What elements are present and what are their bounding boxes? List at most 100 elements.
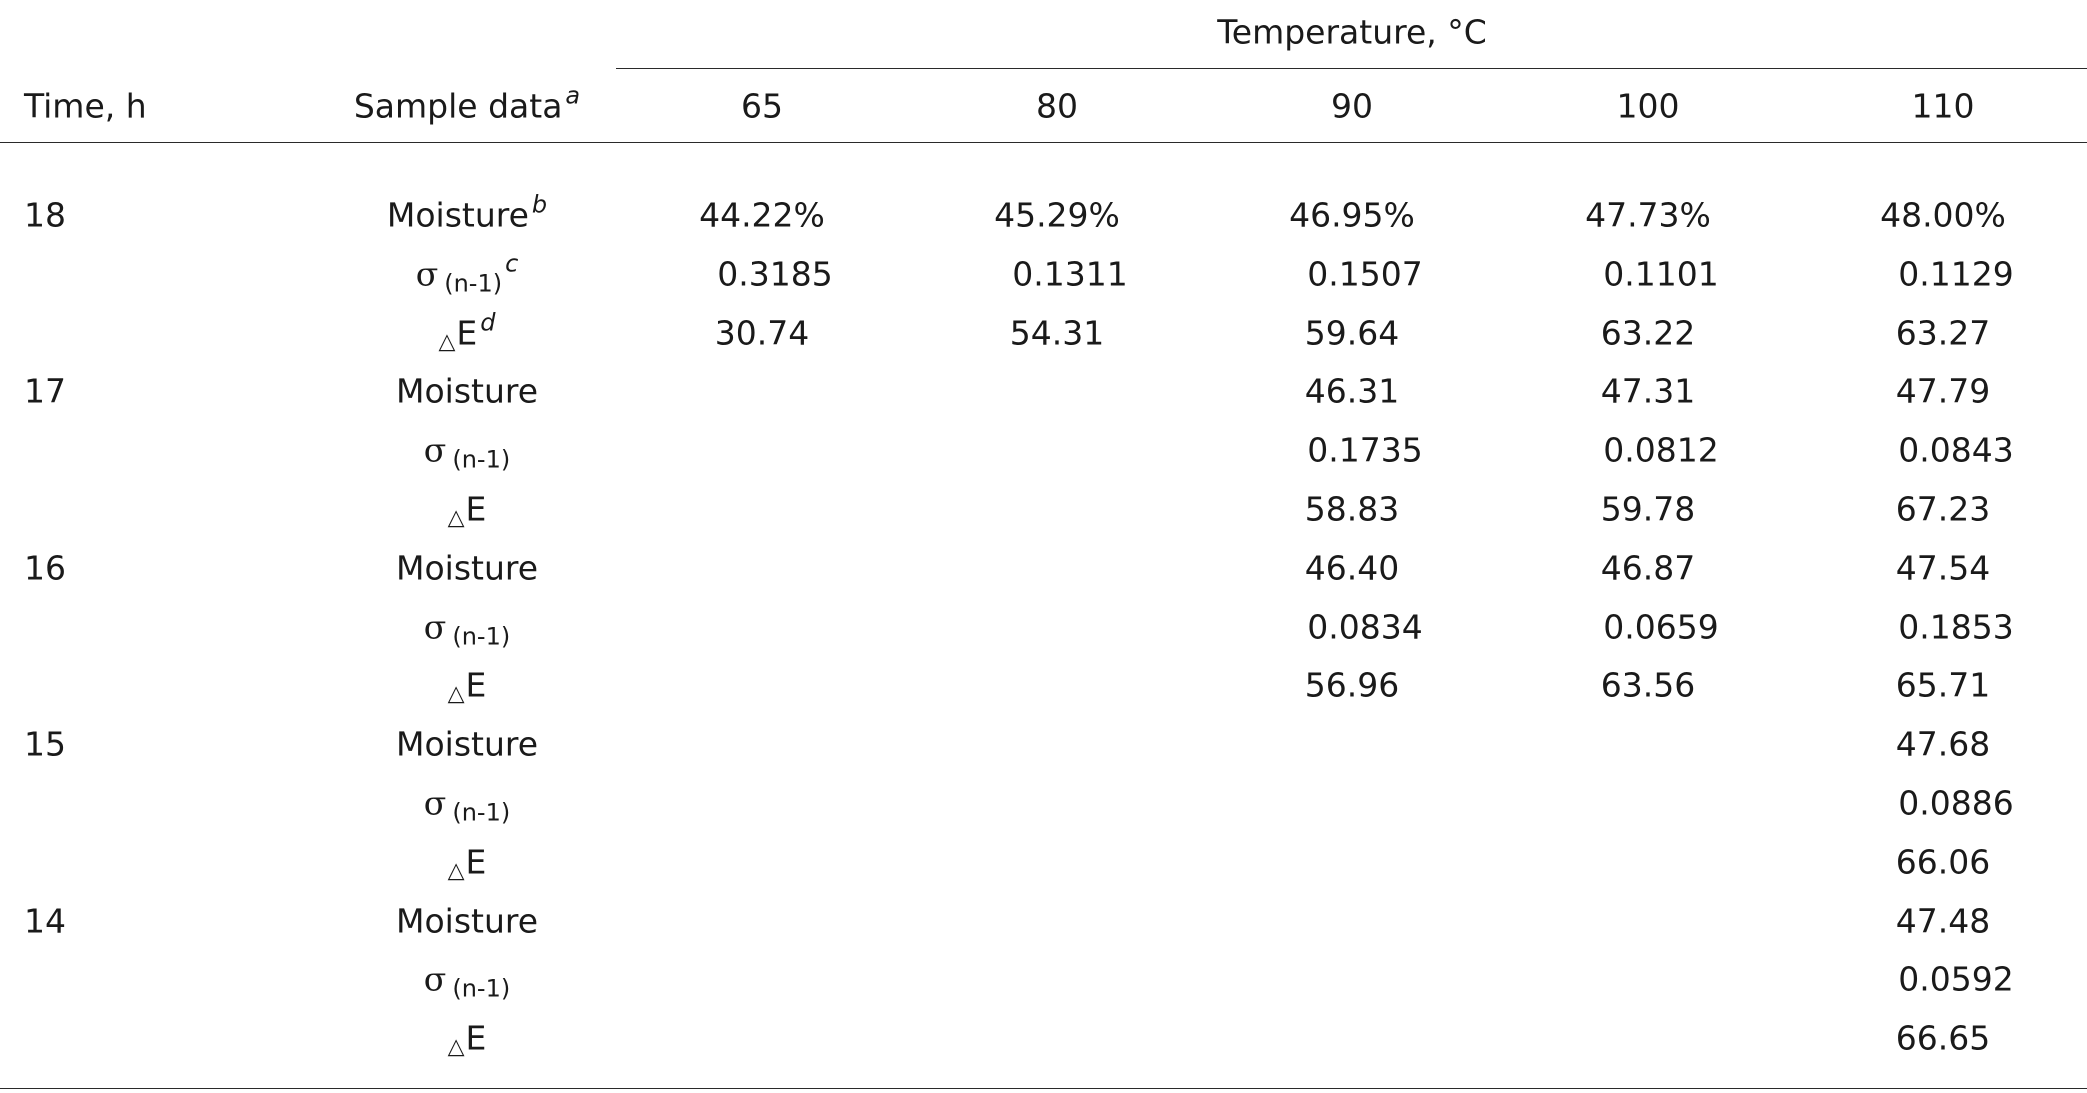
value-cell: 0.1507 [1307,254,1423,294]
bottom-rule [0,1088,2087,1089]
value-cell: 66.65 [1895,1018,1991,1058]
value-cell: 46.31 [1304,371,1400,411]
temperature-header-80: 80 [1036,86,1078,126]
temperature-header-90: 90 [1331,86,1373,126]
value-cell: 46.87 [1600,548,1696,588]
temperature-group-label: Temperature, °C [1217,12,1487,52]
value-cell: 0.1853 [1898,607,2014,647]
value-cell: 47.31 [1600,371,1696,411]
time-cell: 14 [24,901,66,941]
value-cell: 63.27 [1895,313,1991,353]
moisture-label: Moisture [386,195,529,235]
value-cell: 0.0886 [1898,783,2014,823]
value-cell: 46.95% [1289,195,1415,235]
value-cell: 0.1311 [1012,254,1128,294]
e-symbol: E [465,842,487,882]
moisture-label: Moisture [395,371,539,411]
footnote-mark-b: b [531,190,548,219]
time-cell: 17 [24,371,66,411]
delta-symbol: △ [447,1034,465,1060]
sample-label-delta-e: △E [448,842,487,882]
value-cell: 63.22 [1600,313,1696,353]
e-symbol: E [465,665,487,705]
sigma-subscript: (n-1) [452,974,511,1003]
sample-label-sigma: σ (n-1)c [415,251,519,295]
value-cell: 0.0843 [1898,430,2014,470]
value-cell: 47.54 [1895,548,1991,588]
moisture-label: Moisture [395,548,539,588]
sample-label-delta-e: △E d [438,310,495,353]
sample-label-delta-e: △E [448,1018,487,1059]
footnote-mark-d: d [480,308,496,337]
sample-label-sigma: σ (n-1) [423,607,510,648]
sigma-subscript: (n-1) [444,269,503,298]
sample-label-moisture: Moisture b [386,193,547,235]
sample-label-sigma: σ (n-1) [423,430,510,472]
value-cell: 47.68 [1895,724,1991,764]
sample-label-delta-e: △E [448,489,487,530]
value-cell: 0.0592 [1898,959,2014,999]
value-cell: 0.0659 [1603,607,1719,647]
e-symbol: E [465,489,487,529]
value-cell: 58.83 [1304,489,1400,529]
value-cell: 47.48 [1895,901,1991,941]
footnote-mark-a: a [565,81,581,110]
value-cell: 0.3185 [717,254,833,294]
sigma-symbol: σ [423,959,447,999]
value-cell: 63.56 [1600,665,1696,705]
value-cell: 0.1735 [1307,430,1423,470]
e-symbol: E [456,313,478,353]
value-cell: 47.79 [1895,371,1991,411]
sample-label-sigma: σ (n-1) [423,783,510,825]
sigma-symbol: σ [423,430,447,470]
moisture-label: Moisture [395,901,539,941]
moisture-label: Moisture [395,724,539,764]
sample-label-moisture: Moisture [396,375,538,408]
value-cell: 59.78 [1600,489,1696,529]
delta-symbol: △ [447,858,465,884]
value-cell: 0.0812 [1603,430,1719,470]
delta-symbol: △ [447,681,465,707]
footnote-mark-c: c [505,249,519,278]
sample-label-sigma: σ (n-1) [423,959,510,1001]
value-cell: 47.73% [1585,195,1711,235]
header-rule [0,142,2087,143]
sample-label-moisture: Moisture [396,904,538,937]
time-cell: 18 [24,195,66,235]
value-cell: 66.06 [1895,842,1991,882]
value-cell: 54.31 [1009,313,1105,353]
value-cell: 67.23 [1895,489,1991,529]
e-symbol: E [465,1018,487,1058]
sample-column-header: Sample data a [353,84,580,126]
value-cell: 46.40 [1304,548,1400,588]
temperature-header-65: 65 [741,86,783,126]
sigma-symbol: σ [423,783,447,823]
value-cell: 59.64 [1304,313,1400,353]
value-cell: 30.74 [714,313,810,353]
sigma-subscript: (n-1) [452,622,511,651]
value-cell: 0.0834 [1307,607,1423,647]
value-cell: 65.71 [1895,665,1991,705]
sigma-symbol: σ [415,254,439,294]
delta-symbol: △ [447,505,465,531]
temperature-rule [616,68,2087,69]
sample-label-delta-e: △E [448,665,487,706]
sigma-symbol: σ [423,607,447,647]
value-cell: 48.00% [1880,195,2006,235]
time-cell: 15 [24,724,66,764]
sigma-subscript: (n-1) [452,445,511,474]
temperature-header-100: 100 [1616,86,1680,126]
delta-symbol: △ [438,329,456,355]
value-cell: 44.22% [699,195,825,235]
sample-column-header-text: Sample data [353,86,563,126]
value-cell: 56.96 [1304,665,1400,705]
time-cell: 16 [24,548,66,588]
sample-label-moisture: Moisture [396,728,538,761]
sigma-subscript: (n-1) [452,798,511,827]
temperature-header-110: 110 [1911,86,1975,126]
value-cell: 0.1129 [1898,254,2014,294]
sample-label-moisture: Moisture [396,551,538,584]
value-cell: 0.1101 [1603,254,1719,294]
time-column-header: Time, h [24,86,147,126]
